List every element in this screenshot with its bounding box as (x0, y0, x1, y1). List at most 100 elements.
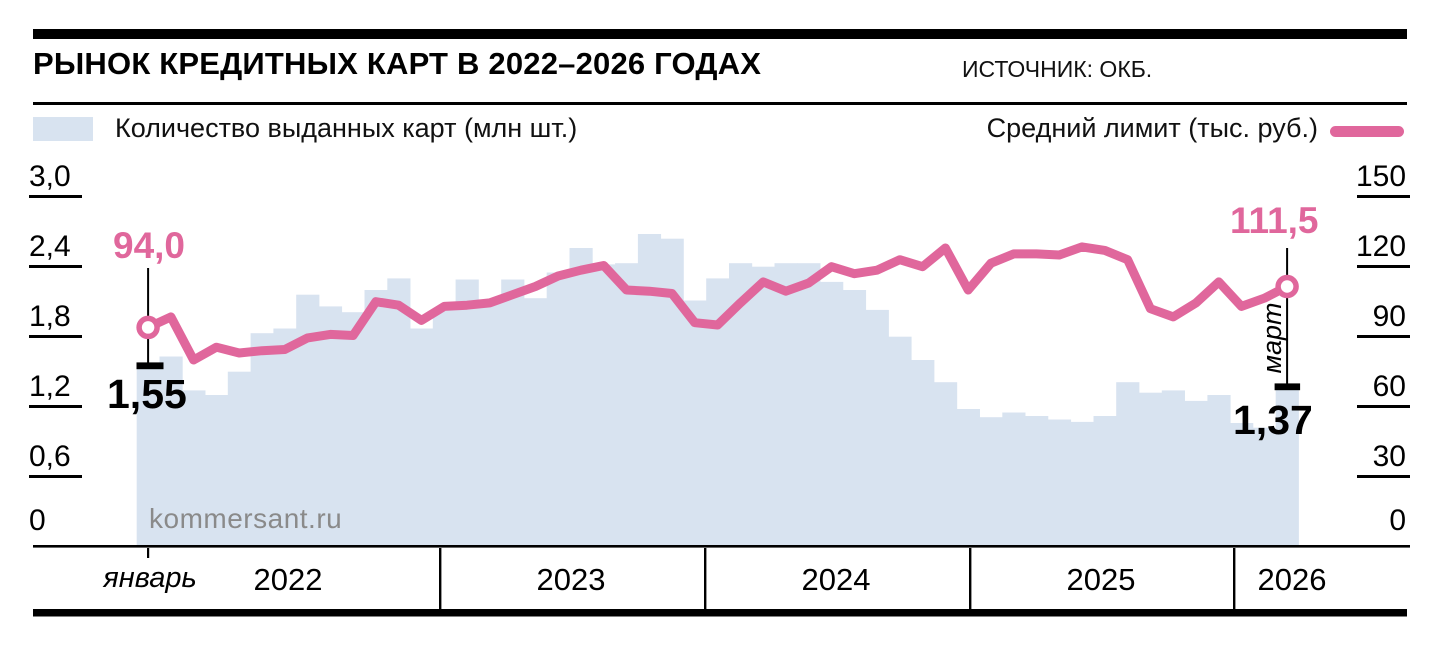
x-label-2025: 2025 (1066, 562, 1136, 597)
issued-cards-bar (592, 264, 616, 547)
issued-cards-bar (296, 294, 320, 547)
watermark: kommersant.ru (149, 503, 343, 534)
right-tick-0: 0 (1389, 504, 1406, 537)
right-tick-150: 150 (1356, 160, 1407, 193)
year-divider (1233, 548, 1236, 609)
bottom-rule (33, 609, 1407, 617)
right-tick-rule (1357, 195, 1410, 198)
left-tick-rule (29, 405, 82, 408)
right-tick-60: 60 (1372, 370, 1406, 403)
legend-line-swatch (1330, 126, 1404, 137)
source-label: ИСТОЧНИК: ОКБ. (962, 56, 1153, 82)
issued-cards-bar (797, 263, 821, 547)
right-tick-rule (1357, 265, 1410, 268)
issued-cards-bar (455, 279, 479, 547)
right-tick-rule (1357, 475, 1410, 478)
right-tick-30: 30 (1372, 440, 1406, 473)
x-label-2022: 2022 (253, 562, 323, 597)
annotation-end-line-value: 111,5 (1230, 200, 1319, 241)
annotation-start-pointer-line (147, 268, 150, 363)
right-tick-rule (1357, 405, 1410, 408)
x-label-2024: 2024 (801, 562, 871, 597)
issued-cards-bar (865, 309, 889, 547)
right-tick-rule (1357, 335, 1410, 338)
issued-cards-bar (956, 409, 980, 547)
issued-cards-bar (1207, 395, 1231, 547)
annotation-start-bar-value: 1,55 (107, 371, 187, 417)
x-label-2023: 2023 (536, 562, 606, 597)
x-axis-line (33, 545, 1410, 548)
left-tick-rule (29, 335, 82, 338)
issued-cards-bar (1161, 390, 1185, 547)
x-label-2026: 2026 (1257, 562, 1327, 597)
issued-cards-bar (683, 300, 707, 547)
title-rule (33, 102, 1407, 105)
annotation-start-bar-tick (136, 362, 164, 370)
issued-cards-bar (250, 333, 274, 547)
issued-cards-bar (615, 263, 639, 547)
issued-cards-bar (1025, 416, 1049, 547)
year-divider (969, 548, 972, 609)
annotation-end-pointer-line (1286, 248, 1289, 384)
issued-cards-bar (1252, 427, 1277, 547)
issued-cards-bar (1184, 400, 1208, 547)
issued-cards-bar (888, 336, 912, 547)
issued-cards-bar (273, 328, 297, 547)
issued-cards-bar (774, 263, 798, 547)
left-tick-rule (29, 195, 82, 198)
issued-cards-bar (501, 279, 525, 547)
issued-cards-bar (1047, 419, 1072, 547)
right-tick-120: 120 (1356, 230, 1407, 263)
end-point-marker (1275, 274, 1299, 299)
issued-cards-bar (706, 278, 730, 547)
left-tick-rule (29, 265, 82, 268)
left-tick-18: 1,8 (29, 300, 71, 333)
left-tick-24: 2,4 (29, 230, 71, 263)
right-tick-90: 90 (1372, 300, 1406, 333)
annotation-end-month-label: март (1257, 302, 1287, 374)
avg-limit-line (146, 242, 1290, 365)
issued-cards-bar (205, 395, 229, 547)
left-tick-06: 0,6 (29, 440, 71, 473)
start-point-marker (136, 315, 160, 340)
left-tick-rule (29, 475, 82, 478)
issued-cards-bar (637, 234, 662, 547)
page-title: РЫНОК КРЕДИТНЫХ КАРТ В 2022–2026 ГОДАХ (33, 46, 762, 81)
issued-cards-bar (387, 278, 411, 547)
left-tick-12: 1,2 (29, 370, 71, 403)
issued-cards-bar (1070, 421, 1094, 547)
legend-line-label: Средний лимит (тыс. руб.) (986, 113, 1318, 143)
issued-cards-bar (341, 312, 365, 547)
issued-cards-bar (364, 290, 388, 547)
issued-cards-bar (524, 298, 548, 547)
issued-cards-bar (410, 328, 434, 547)
left-tick-0: 0 (29, 504, 46, 537)
issued-cards-bar (432, 308, 456, 547)
annotation-end-bar-value: 1,37 (1233, 397, 1313, 443)
legend-bar-label: Количество выданных карт (млн шт.) (115, 113, 578, 143)
top-rule (33, 29, 1407, 39)
year-divider (704, 548, 707, 609)
issued-cards-bar (569, 248, 593, 547)
issued-cards-bar (911, 360, 935, 547)
annotation-end-bar-tick (1274, 383, 1301, 391)
issued-cards-bar (182, 390, 206, 547)
issued-cards-bar (1275, 386, 1299, 547)
issued-cards-bar (660, 238, 684, 547)
january-tick (147, 548, 150, 558)
issued-cards-bar (979, 417, 1003, 547)
annotation-start-line-value: 94,0 (113, 225, 186, 266)
issued-cards-bar (159, 356, 183, 547)
issued-cards-bar (1093, 416, 1117, 547)
issued-cards-bar (820, 281, 844, 547)
issued-cards-bar (1230, 423, 1254, 547)
issued-cards-bar (729, 263, 753, 547)
issued-cards-bar (1002, 412, 1026, 547)
issued-cards-bar (842, 290, 867, 547)
issued-cards-bar (546, 272, 570, 547)
year-divider (439, 548, 442, 609)
issued-cards-bar (318, 306, 343, 547)
left-tick-3: 3,0 (29, 160, 71, 193)
